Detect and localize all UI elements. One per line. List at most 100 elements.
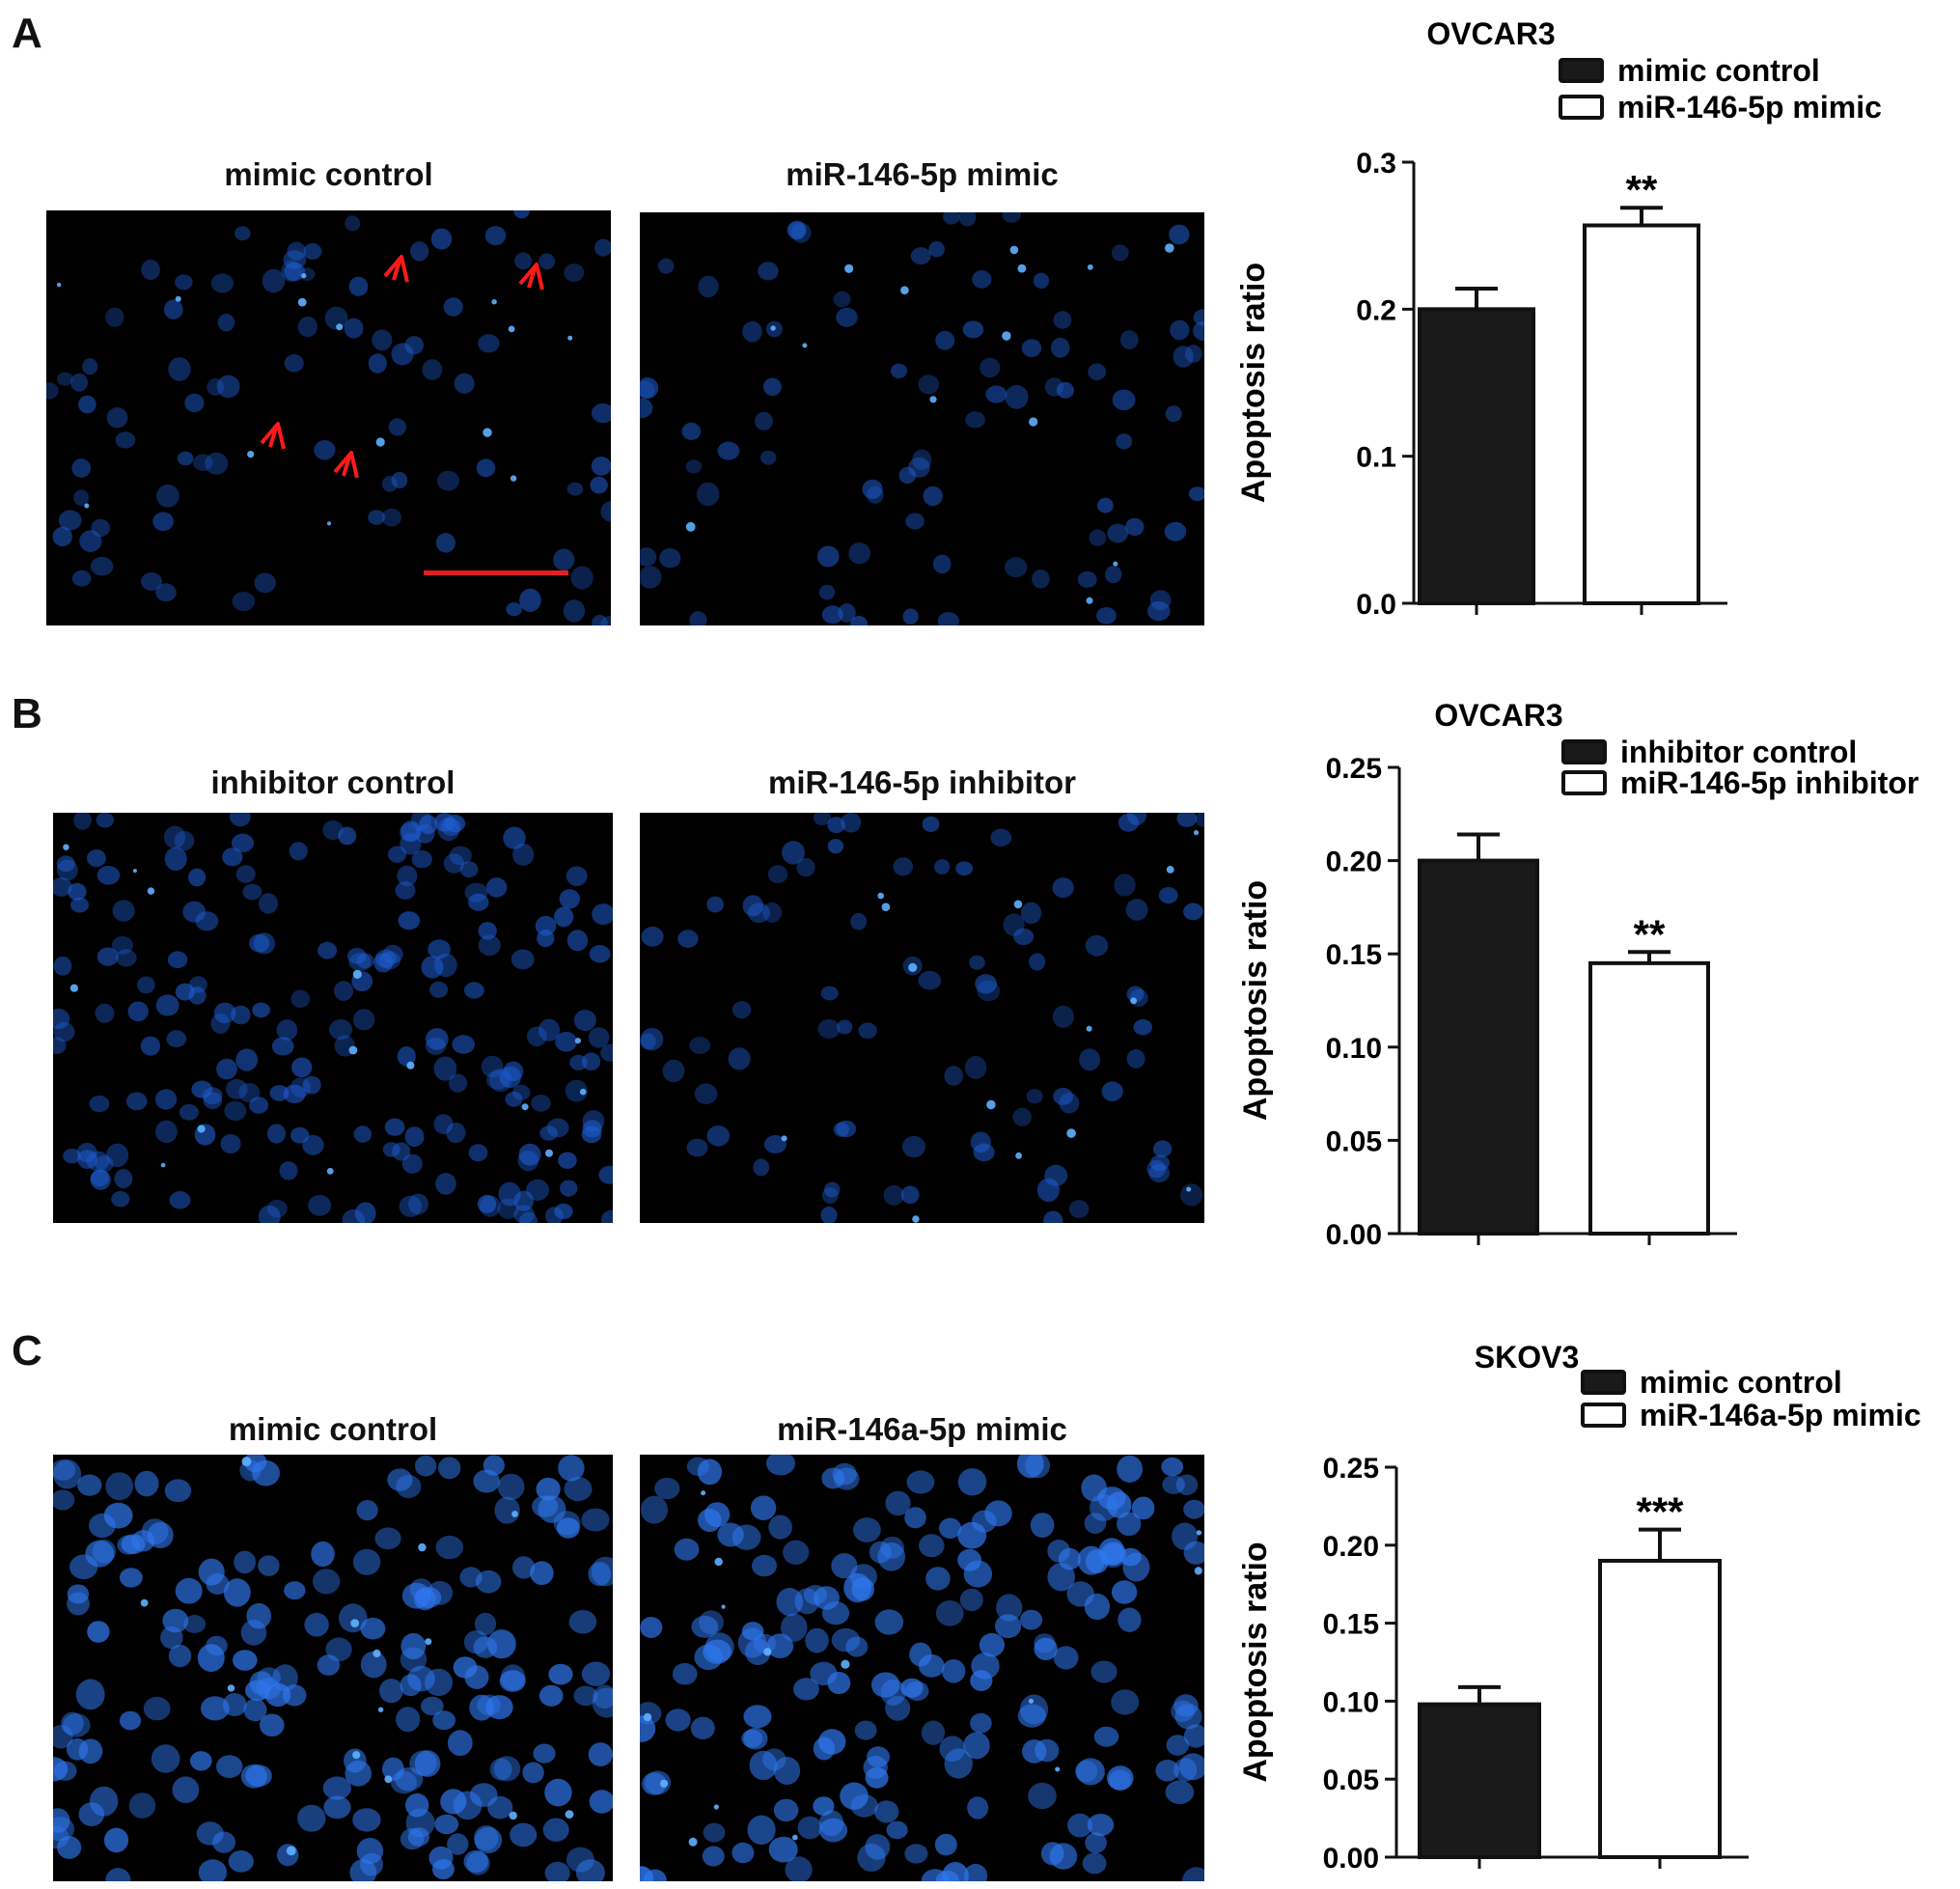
nucleus <box>338 826 357 846</box>
legend-swatch <box>1561 739 1607 764</box>
nucleus <box>657 258 675 274</box>
nucleus <box>818 1818 848 1843</box>
nucleus <box>232 592 256 611</box>
bright-spot <box>350 1619 360 1627</box>
nucleus <box>1090 1493 1118 1521</box>
nucleus <box>443 297 463 317</box>
nucleus <box>189 976 207 993</box>
nucleus <box>435 533 455 553</box>
nucleus <box>473 1469 500 1493</box>
nucleus <box>308 1194 332 1216</box>
nucleus <box>1002 212 1021 223</box>
nucleus <box>1034 1637 1058 1660</box>
nucleus <box>190 1751 212 1771</box>
nucleus <box>544 1778 572 1807</box>
nucleus <box>1036 1178 1060 1202</box>
nucleus <box>52 526 72 546</box>
nucleus <box>1058 1547 1081 1570</box>
nucleus <box>821 1187 839 1204</box>
nucleus <box>430 228 453 250</box>
nucleus <box>957 1521 987 1549</box>
nucleus <box>941 1659 966 1683</box>
nucleus <box>499 1066 521 1089</box>
nucleus <box>766 1633 794 1658</box>
nucleus <box>155 994 179 1016</box>
nucleus <box>694 1083 718 1104</box>
nucleus <box>428 939 451 959</box>
nucleus <box>717 1522 744 1547</box>
nucleus <box>697 1458 722 1486</box>
nucleus <box>743 1705 772 1729</box>
nucleus <box>935 1600 964 1626</box>
nucleus <box>1183 1724 1204 1748</box>
nucleus <box>284 262 306 282</box>
nucleus <box>166 1030 187 1048</box>
legend-label: mimic control <box>1617 53 1820 88</box>
nucleus <box>410 241 429 262</box>
nucleus <box>73 813 92 830</box>
nucleus <box>762 902 783 923</box>
nucleus <box>565 1079 588 1102</box>
nucleus <box>78 1738 103 1764</box>
nucleus <box>360 1651 387 1679</box>
bright-spot <box>509 1811 517 1820</box>
nucleus <box>311 1541 335 1568</box>
nucleus <box>1147 601 1171 622</box>
nucleus <box>742 895 763 917</box>
nucleus <box>741 1622 764 1641</box>
nucleus <box>1052 877 1074 899</box>
nucleus <box>922 816 940 832</box>
nucleus <box>1079 1048 1100 1071</box>
micrograph-caption-a-left: mimic control <box>224 156 433 192</box>
bright-spot <box>425 1638 432 1646</box>
nucleus <box>1193 309 1204 326</box>
bright-spot <box>770 325 776 331</box>
bright-spot <box>241 1457 252 1466</box>
nucleus <box>1193 320 1204 341</box>
nucleus <box>381 476 398 492</box>
nucleus <box>850 616 869 625</box>
chart-title: OVCAR3 <box>1434 698 1562 733</box>
nucleus <box>1117 1455 1143 1483</box>
bright-spot <box>877 892 884 900</box>
y-tick-label: 0.15 <box>1326 939 1382 971</box>
nucleus <box>374 949 397 968</box>
y-tick-label: 0.0 <box>1356 589 1396 621</box>
nucleus <box>863 1756 888 1779</box>
nucleus <box>690 1716 715 1739</box>
nucleus <box>151 1744 180 1773</box>
bright-spot <box>63 844 69 850</box>
nucleus <box>1077 570 1097 588</box>
legend-label: miR-146-5p mimic <box>1617 90 1882 125</box>
nucleus <box>1005 557 1028 577</box>
nucleus <box>591 457 611 476</box>
nucleus <box>459 861 479 878</box>
nucleus <box>1122 1552 1150 1582</box>
nucleus <box>226 1078 248 1099</box>
nucleus <box>893 857 913 876</box>
nucleus <box>62 1713 91 1737</box>
nucleus <box>234 1550 256 1574</box>
bright-spot <box>1015 1152 1022 1159</box>
nucleus <box>312 1569 341 1595</box>
nucleus <box>810 1661 838 1685</box>
nucleus <box>339 1603 368 1633</box>
nucleus <box>392 1142 411 1161</box>
nucleus <box>205 452 229 475</box>
nucleus <box>964 1055 987 1079</box>
nucleus <box>334 981 354 1001</box>
nucleus <box>228 1850 254 1873</box>
bright-spot <box>373 1649 381 1658</box>
nucleus <box>1180 1183 1203 1207</box>
nucleus <box>755 411 773 431</box>
bright-spot <box>781 1135 787 1142</box>
nucleus <box>87 1621 110 1643</box>
nucleus <box>1016 1455 1044 1479</box>
nucleus <box>75 1679 105 1710</box>
nucleus <box>400 820 422 842</box>
nucleus <box>821 1601 850 1625</box>
nucleus <box>589 945 611 963</box>
nucleus <box>1118 813 1139 832</box>
nucleus <box>344 318 364 339</box>
